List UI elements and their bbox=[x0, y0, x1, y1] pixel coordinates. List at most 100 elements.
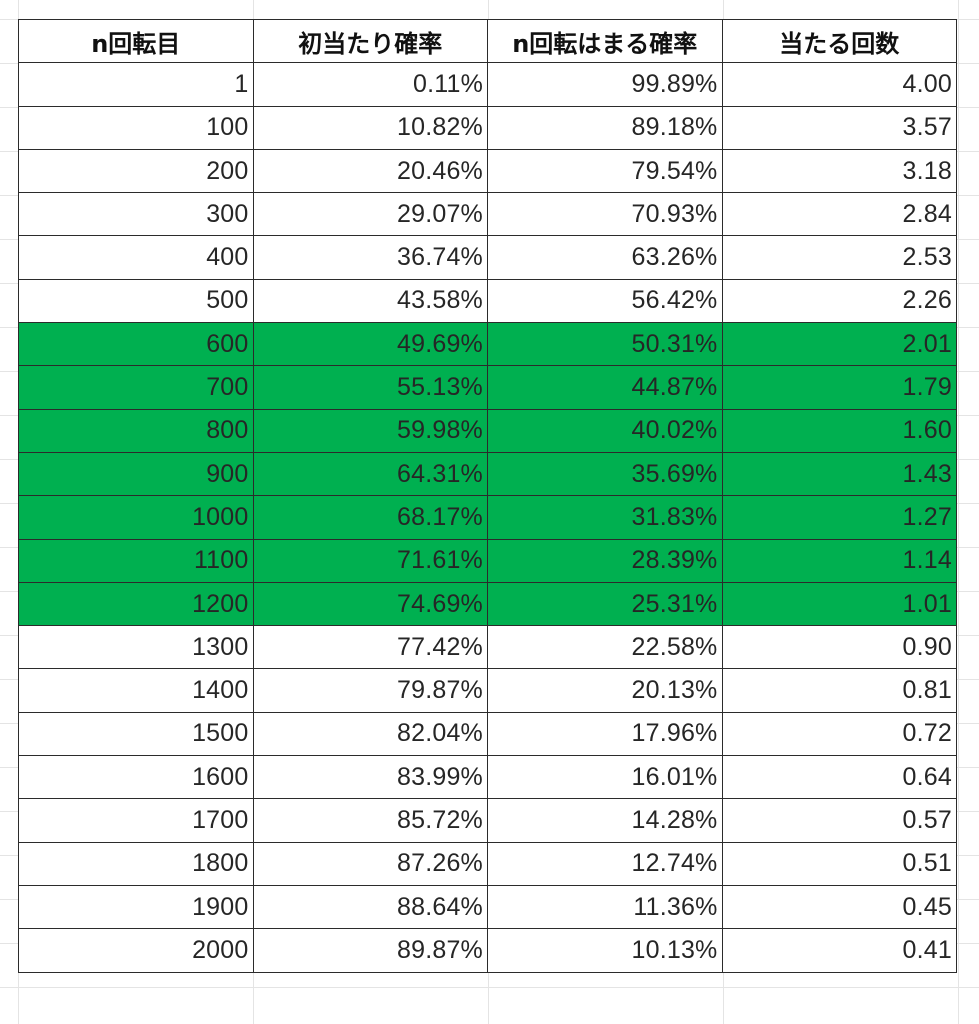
cell-first-hit-probability[interactable]: 68.17% bbox=[252, 495, 488, 540]
cell-first-hit-probability[interactable]: 20.46% bbox=[252, 148, 488, 194]
cell-first-hit-probability[interactable]: 89.87% bbox=[252, 928, 488, 973]
table-row: 300 29.07% 70.93% 2.84 bbox=[18, 192, 957, 237]
header-miss-probability[interactable]: n回転はまる確率 bbox=[487, 18, 723, 64]
table-row: 1500 82.04% 17.96% 0.72 bbox=[18, 711, 957, 757]
cell-spin-count[interactable]: 300 bbox=[18, 192, 254, 237]
cell-hit-count[interactable]: 0.57 bbox=[721, 798, 957, 843]
cell-hit-count[interactable]: 3.18 bbox=[721, 148, 957, 194]
cell-hit-count[interactable]: 2.26 bbox=[721, 278, 957, 324]
cell-spin-count[interactable]: 700 bbox=[18, 365, 254, 410]
cell-hit-count[interactable]: 0.64 bbox=[721, 755, 957, 800]
header-spin-count[interactable]: n回転目 bbox=[18, 18, 254, 64]
cell-miss-probability[interactable]: 50.31% bbox=[487, 322, 723, 367]
cell-miss-probability[interactable]: 89.18% bbox=[487, 105, 723, 150]
cell-spin-count[interactable]: 1 bbox=[18, 62, 254, 107]
cell-spin-count[interactable]: 1100 bbox=[18, 538, 254, 583]
cell-hit-count[interactable]: 0.81 bbox=[721, 668, 957, 713]
cell-spin-count[interactable]: 100 bbox=[18, 105, 254, 150]
cell-miss-probability[interactable]: 22.58% bbox=[487, 625, 723, 670]
cell-spin-count[interactable]: 1800 bbox=[18, 841, 254, 886]
cell-first-hit-probability[interactable]: 79.87% bbox=[252, 668, 488, 713]
cell-hit-count[interactable]: 2.84 bbox=[721, 192, 957, 237]
cell-spin-count[interactable]: 200 bbox=[18, 148, 254, 194]
cell-hit-count[interactable]: 1.60 bbox=[721, 408, 957, 453]
cell-spin-count[interactable]: 1900 bbox=[18, 884, 254, 930]
cell-miss-probability[interactable]: 70.93% bbox=[487, 192, 723, 237]
cell-miss-probability[interactable]: 20.13% bbox=[487, 668, 723, 713]
cell-miss-probability[interactable]: 35.69% bbox=[487, 451, 723, 497]
cell-miss-probability[interactable]: 40.02% bbox=[487, 408, 723, 453]
cell-first-hit-probability[interactable]: 85.72% bbox=[252, 798, 488, 843]
cell-hit-count[interactable]: 3.57 bbox=[721, 105, 957, 150]
cell-hit-count[interactable]: 1.43 bbox=[721, 451, 957, 497]
cell-first-hit-probability[interactable]: 64.31% bbox=[252, 451, 488, 497]
cell-miss-probability[interactable]: 12.74% bbox=[487, 841, 723, 886]
header-row: n回転目 初当たり確率 n回転はまる確率 当たる回数 bbox=[18, 18, 957, 64]
cell-hit-count[interactable]: 0.90 bbox=[721, 625, 957, 670]
cell-miss-probability[interactable]: 14.28% bbox=[487, 798, 723, 843]
cell-first-hit-probability[interactable]: 0.11% bbox=[252, 62, 488, 107]
table-row: 500 43.58% 56.42% 2.26 bbox=[18, 278, 957, 324]
cell-spin-count[interactable]: 1400 bbox=[18, 668, 254, 713]
cell-hit-count[interactable]: 2.01 bbox=[721, 322, 957, 367]
cell-miss-probability[interactable]: 17.96% bbox=[487, 711, 723, 757]
cell-spin-count[interactable]: 1300 bbox=[18, 625, 254, 670]
table-row: 100 10.82% 89.18% 3.57 bbox=[18, 105, 957, 150]
cell-spin-count[interactable]: 1200 bbox=[18, 581, 254, 627]
cell-spin-count[interactable]: 1000 bbox=[18, 495, 254, 540]
cell-spin-count[interactable]: 900 bbox=[18, 451, 254, 497]
cell-miss-probability[interactable]: 56.42% bbox=[487, 278, 723, 324]
cell-miss-probability[interactable]: 79.54% bbox=[487, 148, 723, 194]
cell-miss-probability[interactable]: 28.39% bbox=[487, 538, 723, 583]
cell-first-hit-probability[interactable]: 71.61% bbox=[252, 538, 488, 583]
cell-miss-probability[interactable]: 16.01% bbox=[487, 755, 723, 800]
cell-miss-probability[interactable]: 10.13% bbox=[487, 928, 723, 973]
cell-first-hit-probability[interactable]: 77.42% bbox=[252, 625, 488, 670]
header-hit-count[interactable]: 当たる回数 bbox=[721, 18, 957, 64]
cell-first-hit-probability[interactable]: 87.26% bbox=[252, 841, 488, 886]
table-row: 1200 74.69% 25.31% 1.01 bbox=[18, 581, 957, 627]
cell-miss-probability[interactable]: 44.87% bbox=[487, 365, 723, 410]
cell-first-hit-probability[interactable]: 82.04% bbox=[252, 711, 488, 757]
cell-spin-count[interactable]: 1500 bbox=[18, 711, 254, 757]
table-header: n回転目 初当たり確率 n回転はまる確率 当たる回数 bbox=[18, 18, 957, 64]
table-row: 1000 68.17% 31.83% 1.27 bbox=[18, 495, 957, 540]
header-first-hit-probability[interactable]: 初当たり確率 bbox=[252, 18, 488, 64]
cell-hit-count[interactable]: 0.72 bbox=[721, 711, 957, 757]
cell-spin-count[interactable]: 800 bbox=[18, 408, 254, 453]
cell-first-hit-probability[interactable]: 74.69% bbox=[252, 581, 488, 627]
cell-first-hit-probability[interactable]: 55.13% bbox=[252, 365, 488, 410]
cell-first-hit-probability[interactable]: 43.58% bbox=[252, 278, 488, 324]
cell-hit-count[interactable]: 1.27 bbox=[721, 495, 957, 540]
table-row: 400 36.74% 63.26% 2.53 bbox=[18, 235, 957, 280]
cell-first-hit-probability[interactable]: 88.64% bbox=[252, 884, 488, 930]
cell-spin-count[interactable]: 1600 bbox=[18, 755, 254, 800]
cell-spin-count[interactable]: 600 bbox=[18, 322, 254, 367]
cell-first-hit-probability[interactable]: 29.07% bbox=[252, 192, 488, 237]
cell-hit-count[interactable]: 1.01 bbox=[721, 581, 957, 627]
cell-hit-count[interactable]: 4.00 bbox=[721, 62, 957, 107]
cell-first-hit-probability[interactable]: 36.74% bbox=[252, 235, 488, 280]
cell-miss-probability[interactable]: 25.31% bbox=[487, 581, 723, 627]
cell-hit-count[interactable]: 1.79 bbox=[721, 365, 957, 410]
cell-spin-count[interactable]: 500 bbox=[18, 278, 254, 324]
cell-first-hit-probability[interactable]: 83.99% bbox=[252, 755, 488, 800]
cell-hit-count[interactable]: 2.53 bbox=[721, 235, 957, 280]
cell-hit-count[interactable]: 0.51 bbox=[721, 841, 957, 886]
cell-miss-probability[interactable]: 11.36% bbox=[487, 884, 723, 930]
cell-first-hit-probability[interactable]: 10.82% bbox=[252, 105, 488, 150]
cell-miss-probability[interactable]: 63.26% bbox=[487, 235, 723, 280]
cell-first-hit-probability[interactable]: 59.98% bbox=[252, 408, 488, 453]
cell-hit-count[interactable]: 0.41 bbox=[721, 928, 957, 973]
cell-first-hit-probability[interactable]: 49.69% bbox=[252, 322, 488, 367]
cell-miss-probability[interactable]: 99.89% bbox=[487, 62, 723, 107]
table-row: 1700 85.72% 14.28% 0.57 bbox=[18, 798, 957, 843]
cell-hit-count[interactable]: 1.14 bbox=[721, 538, 957, 583]
cell-miss-probability[interactable]: 31.83% bbox=[487, 495, 723, 540]
table-row: 1300 77.42% 22.58% 0.90 bbox=[18, 625, 957, 670]
cell-spin-count[interactable]: 2000 bbox=[18, 928, 254, 973]
cell-spin-count[interactable]: 1700 bbox=[18, 798, 254, 843]
cell-hit-count[interactable]: 0.45 bbox=[721, 884, 957, 930]
probability-table: n回転目 初当たり確率 n回転はまる確率 当たる回数 1 0.11% 99.89% 4… bbox=[18, 18, 957, 973]
cell-spin-count[interactable]: 400 bbox=[18, 235, 254, 280]
